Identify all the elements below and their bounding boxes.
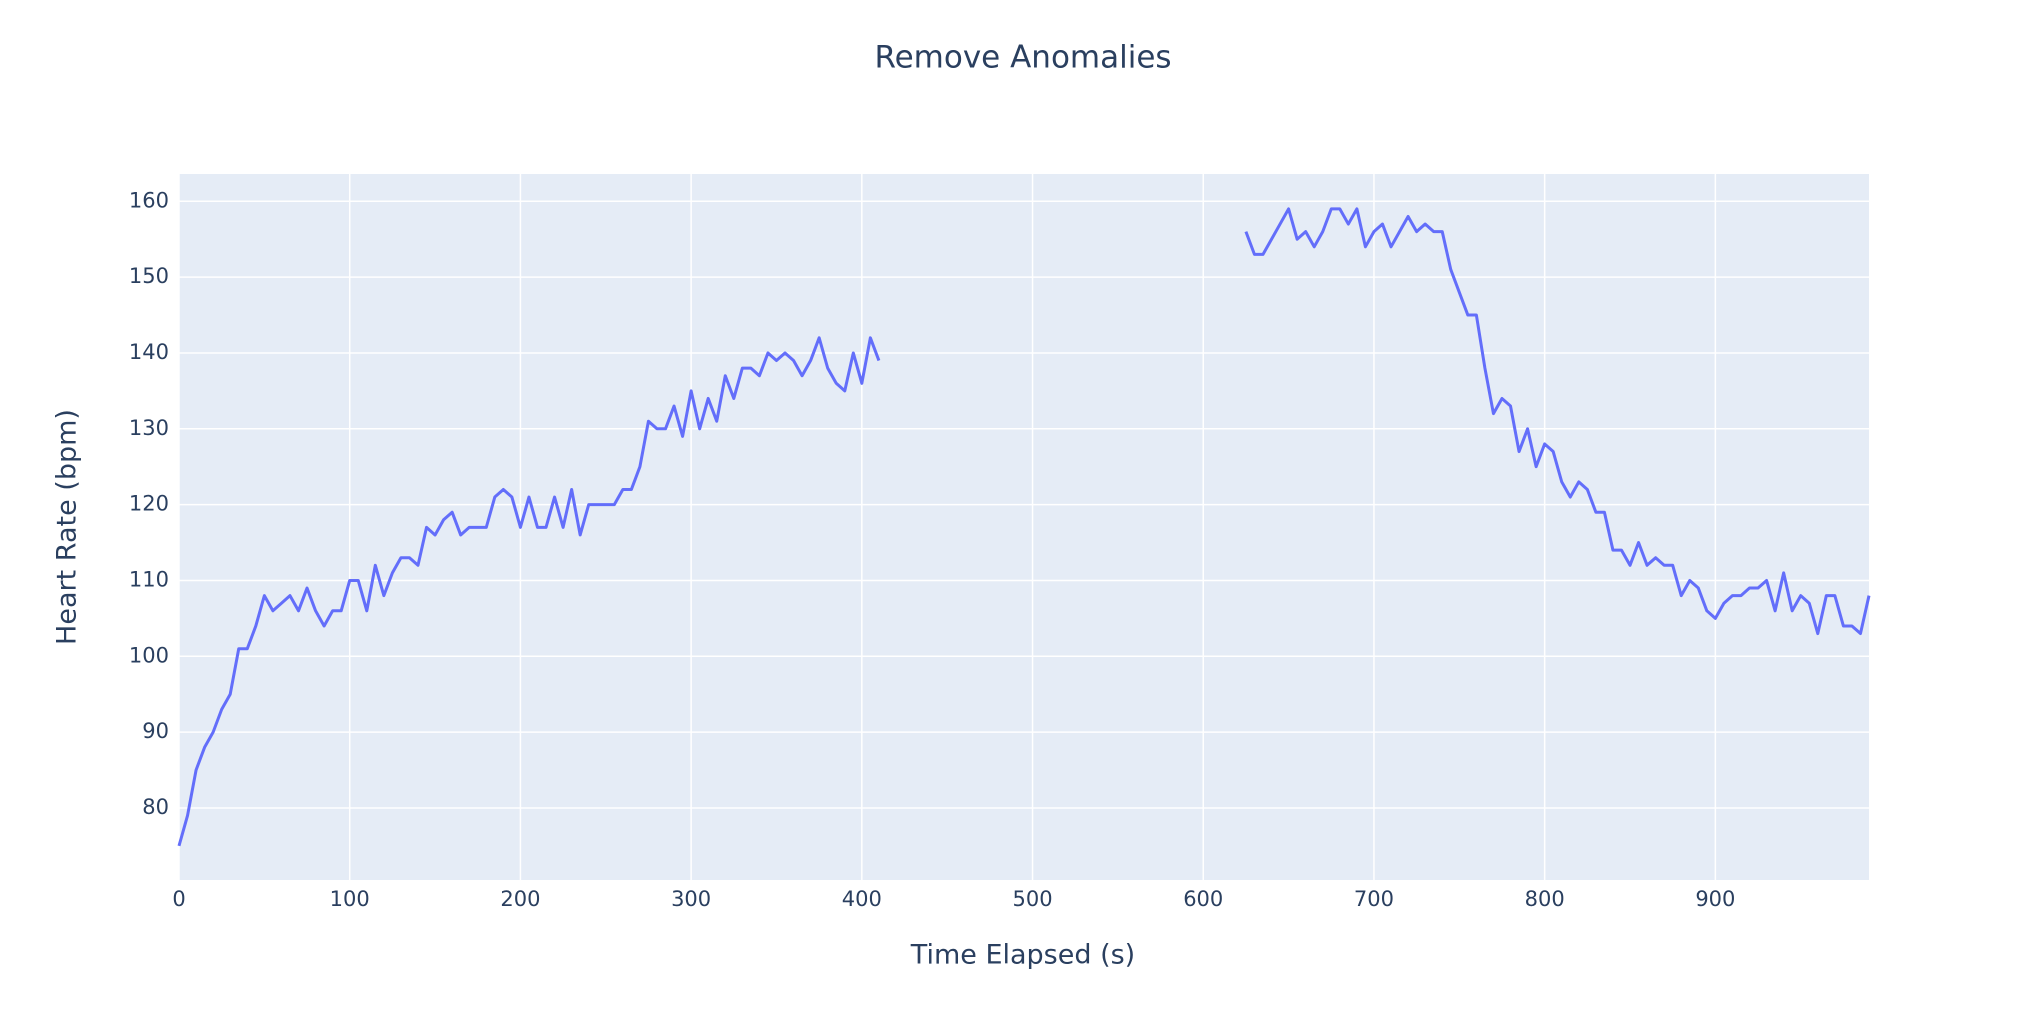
x-tick-label: 800 [1525,887,1565,911]
y-tick-label: 80 [142,795,169,819]
y-tick-label: 110 [129,567,169,591]
x-tick-label: 300 [671,887,711,911]
x-axis-title: Time Elapsed (s) [910,940,1135,971]
y-tick-label: 150 [129,264,169,288]
chart-title: Remove Anomalies [874,40,1171,76]
x-tick-label: 600 [1183,887,1223,911]
y-tick-label: 160 [129,188,169,212]
x-tick-label: 200 [500,887,540,911]
y-axis-title: Heart Rate (bpm) [52,409,83,645]
x-tick-label: 900 [1695,887,1735,911]
x-tick-label: 400 [842,887,882,911]
x-tick-label: 700 [1354,887,1394,911]
y-tick-label: 100 [129,643,169,667]
data-line [177,207,1871,847]
plot-area [179,174,1869,880]
y-tick-label: 140 [129,340,169,364]
x-tick-label: 0 [172,887,185,911]
y-tick-label: 90 [142,719,169,743]
x-tick-label: 500 [1012,887,1052,911]
y-tick-label: 130 [129,416,169,440]
y-tick-label: 120 [129,492,169,516]
x-tick-label: 100 [330,887,370,911]
